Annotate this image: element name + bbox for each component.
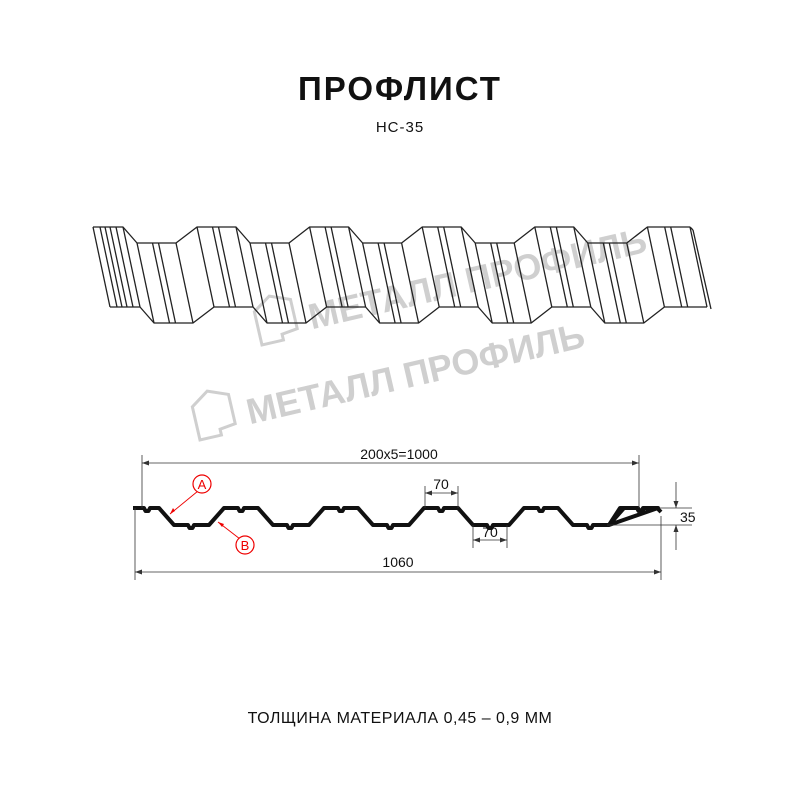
fold-line xyxy=(573,226,592,308)
stiffener-rib-line xyxy=(608,242,627,324)
stiffener-rib-line xyxy=(443,226,462,308)
fold-line xyxy=(689,226,708,308)
watermark-text: МЕТАЛЛ ПРОФИЛЬ xyxy=(304,219,650,337)
fold-line xyxy=(587,242,606,324)
fold-line xyxy=(460,226,479,308)
fold-line xyxy=(288,242,307,324)
total-width-label: 1060 xyxy=(382,554,413,570)
sheet-end-edge xyxy=(692,229,712,310)
page-title: ПРОФЛИСТ xyxy=(298,70,502,107)
stiffener-rib-line xyxy=(330,226,349,308)
height-label: 35 xyxy=(680,509,696,525)
fold-line xyxy=(513,242,532,324)
watermark-upper: МЕТАЛЛ ПРОФИЛЬ xyxy=(252,219,651,347)
stiffener-rib-line xyxy=(324,226,343,308)
stiffener-rib-line xyxy=(109,226,128,308)
callout-b: B xyxy=(217,521,255,555)
stiffener-rib-line xyxy=(383,242,402,324)
fold-line xyxy=(136,242,155,324)
stiffener-rib-line xyxy=(151,242,171,324)
fold-line xyxy=(122,226,141,308)
stiffener-rib-line xyxy=(602,242,621,324)
dimension-lines xyxy=(134,455,692,580)
top-width-label: 70 xyxy=(433,476,449,492)
stiffener-rib-line xyxy=(264,242,284,324)
fold-line xyxy=(308,226,328,308)
fold-line xyxy=(534,226,553,308)
callout-a: A xyxy=(169,474,212,515)
fold-line xyxy=(249,242,268,324)
fold-line xyxy=(646,226,666,308)
bottom-width-label: 70 xyxy=(482,524,498,540)
stiffener-rib-line xyxy=(490,242,509,324)
watermark-logo-icon xyxy=(190,389,237,442)
cross-section-view: 200x5=1000 70 70 1060 35 A B xyxy=(133,446,696,580)
profile-section xyxy=(133,506,663,530)
fold-line xyxy=(196,226,215,308)
callout-a-label: A xyxy=(198,477,207,492)
fold-line xyxy=(235,226,254,308)
sheet-bottom-edge xyxy=(110,306,707,324)
fold-line xyxy=(99,226,118,308)
watermark-lower: МЕТАЛЛ ПРОФИЛЬ xyxy=(190,314,589,442)
fold-line xyxy=(361,242,381,324)
fold-line xyxy=(421,226,440,308)
sheet-top-edge xyxy=(93,226,690,244)
material-thickness-note: ТОЛЩИНА МАТЕРИАЛА 0,45 – 0,9 ММ xyxy=(247,710,553,727)
stiffener-rib-line xyxy=(157,242,177,324)
stiffener-rib-line xyxy=(217,226,237,308)
watermark-logo-icon xyxy=(252,294,299,347)
model-subtitle: НС-35 xyxy=(375,119,425,136)
fold-line xyxy=(400,242,420,324)
fold-line xyxy=(347,226,367,308)
watermark-text: МЕТАЛЛ ПРОФИЛЬ xyxy=(242,314,588,432)
stiffener-rib-line xyxy=(496,242,515,324)
fold-line xyxy=(474,242,493,324)
stiffener-rib-line xyxy=(549,226,568,308)
stiffener-rib-line xyxy=(211,226,231,308)
fold-line xyxy=(104,226,123,308)
callout-b-label: B xyxy=(241,538,250,553)
pitch-dimension-label: 200x5=1000 xyxy=(360,446,438,462)
sheet-end-lip xyxy=(689,226,694,231)
isometric-sheet-view xyxy=(92,226,712,324)
stiffener-rib-line xyxy=(270,242,290,324)
stiffener-rib-line xyxy=(664,226,683,308)
stiffener-rib-line xyxy=(437,226,456,308)
stiffener-rib-line xyxy=(555,226,574,308)
fold-line xyxy=(626,242,645,324)
dimension-arrows xyxy=(135,460,679,575)
stiffener-rib-line xyxy=(377,242,396,324)
fold-line xyxy=(175,242,194,324)
fold-line xyxy=(92,226,111,308)
stiffener-rib-line xyxy=(115,226,134,308)
stiffener-rib-line xyxy=(670,226,689,308)
